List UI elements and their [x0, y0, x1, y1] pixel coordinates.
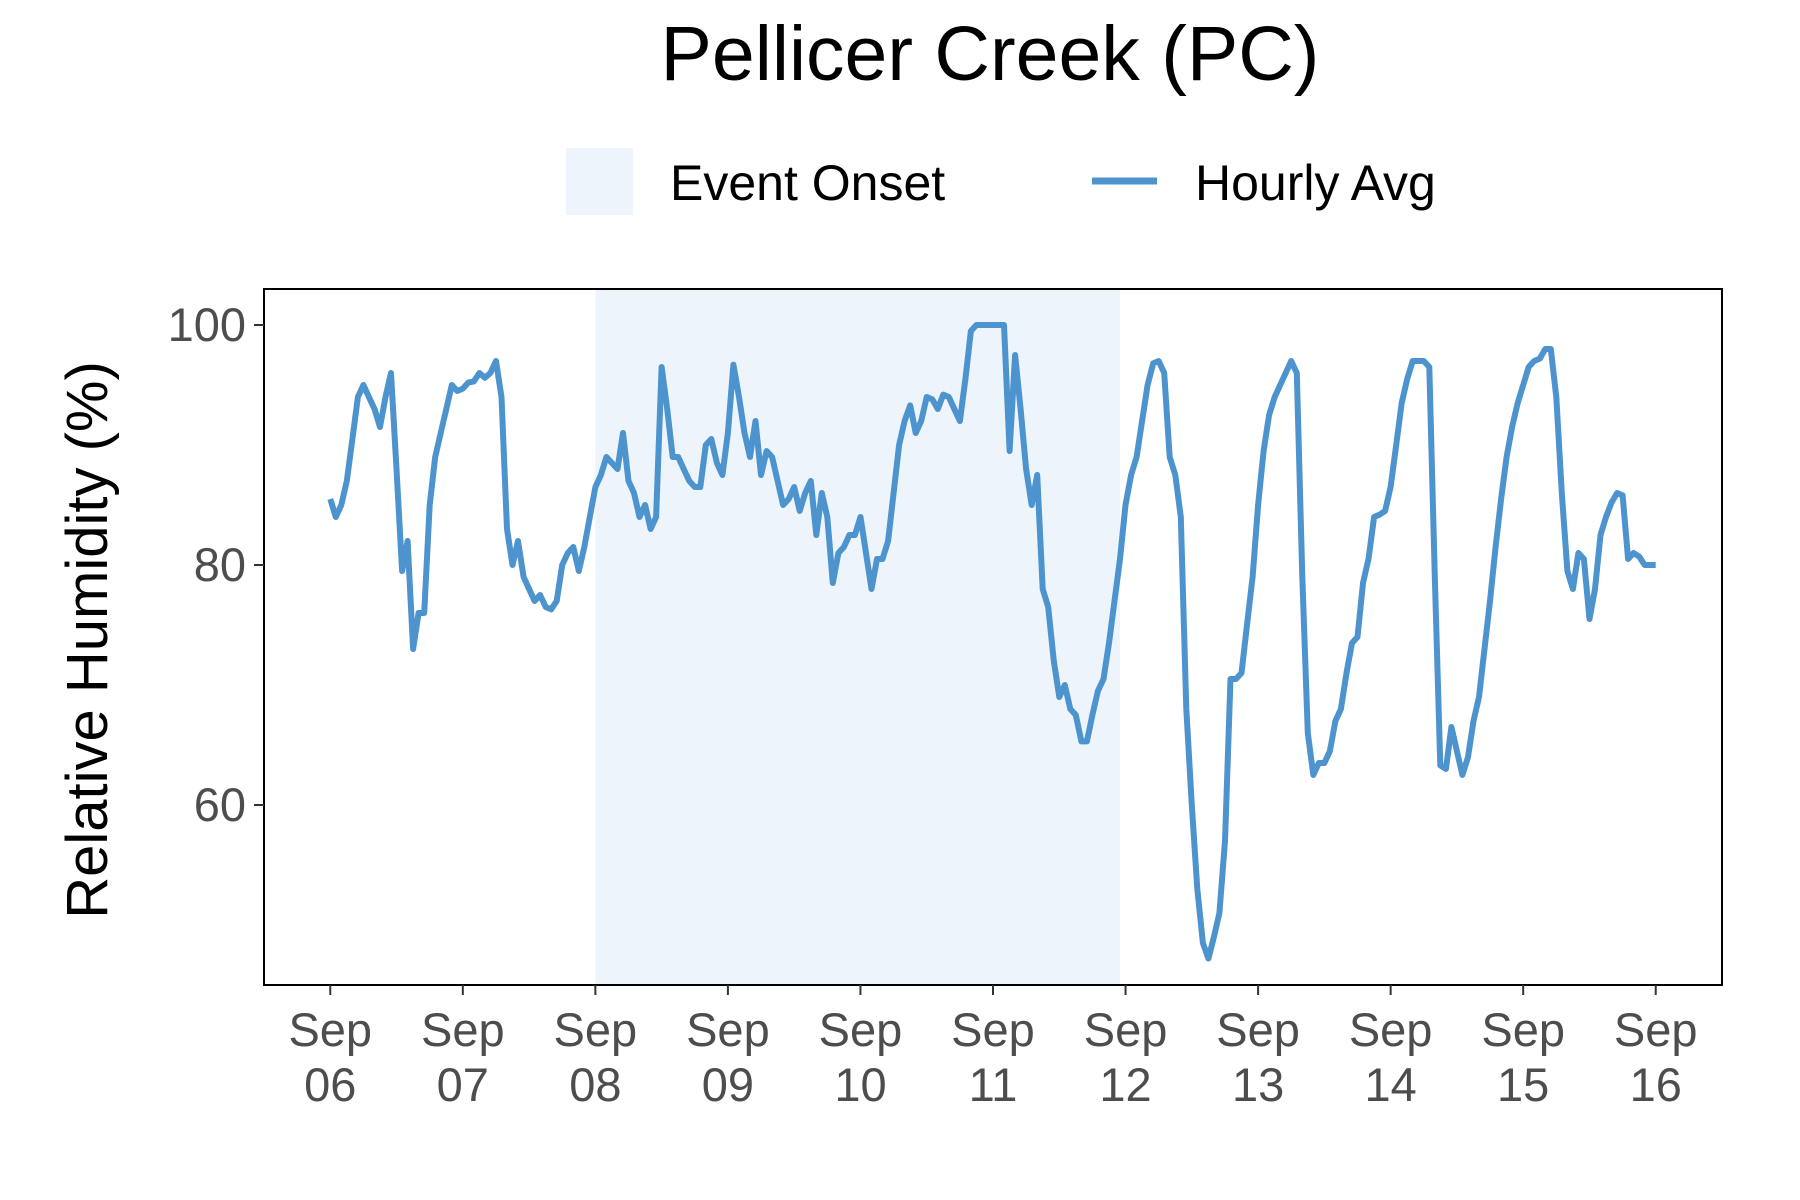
x-tick-label: 11 [969, 1058, 1018, 1111]
legend: Event Onset Hourly Avg [566, 148, 1436, 215]
x-tick-label: Sep [288, 1003, 372, 1056]
x-tick-label: Sep [686, 1003, 770, 1056]
x-tick-label: 14 [1364, 1058, 1416, 1111]
x-tick-label: 12 [1099, 1058, 1151, 1111]
legend-swatch-event-onset [566, 148, 633, 215]
x-tick-label: 09 [702, 1058, 754, 1111]
y-axis-title: Relative Humidity (%) [55, 361, 120, 919]
x-tick-label: Sep [1084, 1003, 1168, 1056]
plot-area [263, 288, 1723, 986]
event-onset-band [595, 289, 1121, 985]
x-tick-label: 13 [1232, 1058, 1284, 1111]
y-tick-label: 80 [194, 538, 246, 591]
chart-title: Pellicer Creek (PC) [661, 11, 1320, 97]
x-tick-label: Sep [1614, 1003, 1698, 1056]
x-tick-label: 07 [437, 1058, 489, 1111]
x-tick-label: Sep [421, 1003, 505, 1056]
x-tick-label: Sep [1481, 1003, 1565, 1056]
x-tick-label: Sep [1349, 1003, 1433, 1056]
x-tick-label: Sep [819, 1003, 903, 1056]
y-tick-label: 100 [168, 298, 246, 351]
x-tick-label: 15 [1497, 1058, 1549, 1111]
y-axis: 60 80 100 [168, 298, 264, 831]
x-tick-label: Sep [554, 1003, 638, 1056]
series-line-hourly-avg [327, 322, 1656, 962]
x-tick-label: 10 [834, 1058, 886, 1111]
x-axis: Sep06Sep07Sep08Sep09Sep10Sep11Sep12Sep13… [288, 985, 1698, 1111]
x-tick-label: 08 [569, 1058, 621, 1111]
legend-label-event-onset: Event Onset [670, 155, 945, 211]
x-tick-label: 06 [304, 1058, 356, 1111]
x-tick-label: Sep [951, 1003, 1035, 1056]
legend-label-hourly-avg: Hourly Avg [1195, 155, 1436, 211]
x-tick-label: Sep [1216, 1003, 1300, 1056]
y-tick-label: 60 [194, 778, 246, 831]
x-tick-label: 16 [1630, 1058, 1682, 1111]
